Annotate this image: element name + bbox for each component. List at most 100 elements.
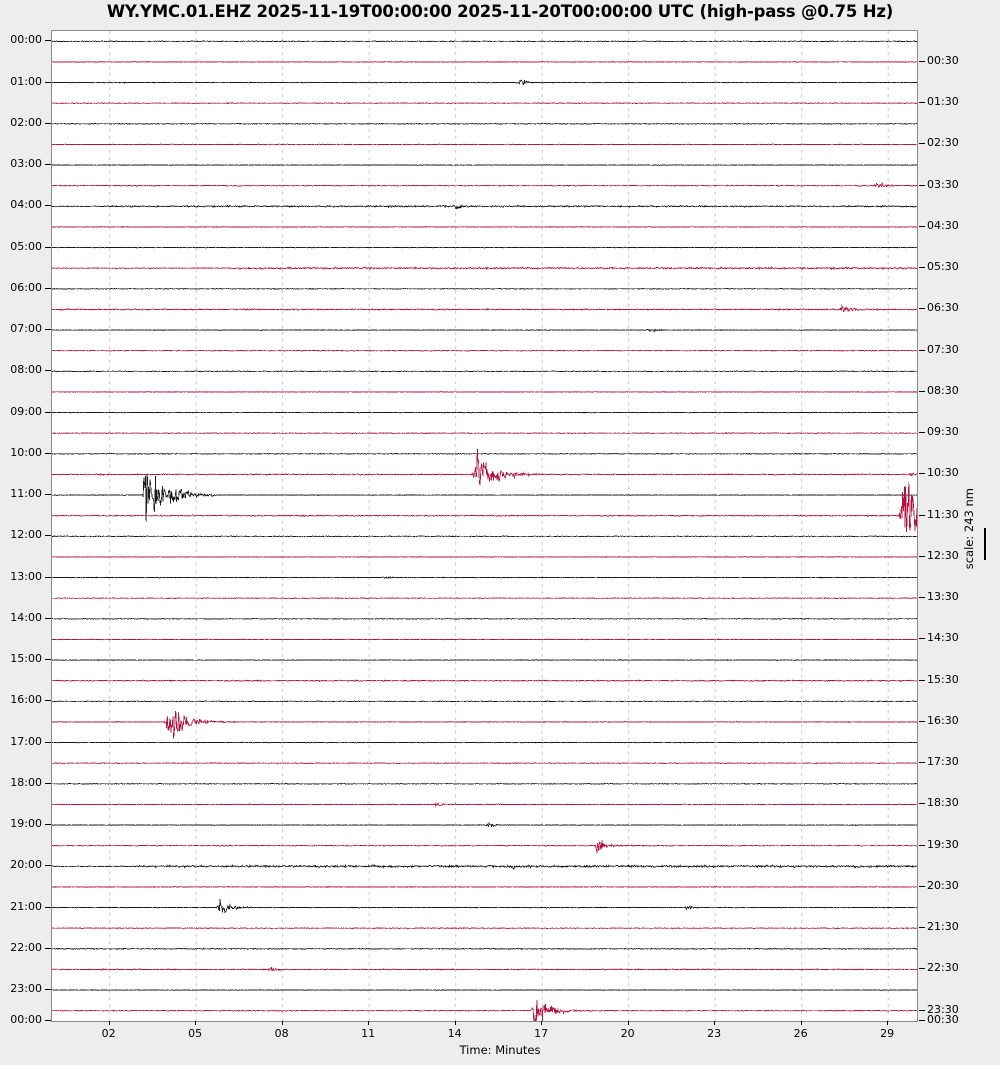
right-hour-label: 02:30 <box>927 136 959 150</box>
right-axis-tick <box>919 473 925 475</box>
seismic-trace <box>52 411 917 414</box>
seismic-trace <box>52 266 917 271</box>
right-axis-tick <box>919 597 925 599</box>
seismic-trace <box>52 999 917 1021</box>
right-hour-label: 16:30 <box>927 713 959 727</box>
x-axis-tick <box>454 1021 456 1025</box>
x-axis-tick <box>281 1021 283 1025</box>
seismic-trace <box>52 304 917 313</box>
right-axis-tick <box>919 927 925 929</box>
right-hour-label: 01:30 <box>927 95 959 109</box>
right-axis-tick <box>919 308 925 310</box>
seismic-trace <box>52 679 917 683</box>
seismic-trace <box>52 535 917 538</box>
seismic-trace <box>52 597 917 600</box>
right-axis-tick <box>919 143 925 145</box>
right-hour-label: 11:30 <box>927 507 959 521</box>
seismic-trace <box>52 711 917 739</box>
x-axis-tick-label: 29 <box>880 1027 895 1040</box>
seismogram-plot-area[interactable] <box>51 30 918 1022</box>
seismic-trace <box>52 143 917 146</box>
right-axis-tick <box>919 514 925 516</box>
seismic-trace <box>52 555 917 558</box>
seismic-trace <box>52 102 917 105</box>
x-axis-tick <box>887 1021 889 1025</box>
seismic-trace <box>52 60 917 63</box>
right-axis-tick <box>919 390 925 392</box>
right-hour-label: 20:30 <box>927 878 959 892</box>
right-hour-label: 05:30 <box>927 260 959 274</box>
right-hour-label: 13:30 <box>927 590 959 604</box>
seismic-trace <box>52 432 917 435</box>
right-hour-label: 22:30 <box>927 961 959 975</box>
left-hour-label: 00:00 <box>10 1013 42 1026</box>
x-axis-tick-label: 17 <box>534 1027 549 1040</box>
right-axis-tick <box>919 885 925 887</box>
seismic-trace <box>52 79 917 85</box>
seismic-trace <box>52 452 917 455</box>
left-axis-tick <box>45 205 51 207</box>
scale-bar-icon <box>984 528 986 560</box>
x-axis-tick <box>368 1021 370 1025</box>
left-axis-tick <box>45 1020 51 1021</box>
right-axis-tick <box>919 432 925 434</box>
seismic-trace <box>52 988 917 992</box>
seismic-trace <box>52 782 917 785</box>
x-axis-tick <box>714 1021 716 1025</box>
left-hour-label: 21:00 <box>10 899 42 913</box>
seismic-trace <box>52 576 917 580</box>
right-axis-tick <box>919 1020 925 1021</box>
x-axis-tick-label: 11 <box>361 1027 376 1040</box>
seismic-trace <box>52 966 917 972</box>
right-hour-label: 09:30 <box>927 425 959 439</box>
left-hour-label: 14:00 <box>10 610 42 624</box>
x-axis-tick-label: 26 <box>793 1027 808 1040</box>
left-hour-label: 15:00 <box>10 652 42 666</box>
right-hour-label: 14:30 <box>927 631 959 645</box>
seismic-trace <box>52 863 917 871</box>
right-axis-tick <box>919 1009 925 1011</box>
seismic-trace <box>52 762 917 765</box>
right-hour-label: 08:30 <box>927 383 959 397</box>
right-axis-tick <box>919 844 925 846</box>
right-axis-tick <box>919 638 925 640</box>
left-hour-label: 20:00 <box>10 858 42 872</box>
seismic-trace <box>52 638 917 641</box>
seismic-trace <box>52 225 917 228</box>
x-axis-tick-label: 08 <box>274 1027 289 1040</box>
right-hour-label: 18:30 <box>927 796 959 810</box>
left-hour-label: 18:00 <box>10 775 42 789</box>
right-hour-label: 15:30 <box>927 672 959 686</box>
right-hour-label: 00:30 <box>927 1013 959 1026</box>
left-axis-tick <box>45 741 51 743</box>
right-hour-label: 06:30 <box>927 301 959 315</box>
seismic-trace <box>52 328 917 333</box>
seismic-trace <box>52 947 917 950</box>
right-axis-tick <box>919 102 925 104</box>
x-axis-tick <box>800 1021 802 1025</box>
right-axis-tick <box>919 968 925 970</box>
amplitude-scale-legend: scale: 243 nm <box>962 488 996 598</box>
seismic-trace <box>52 40 917 43</box>
left-axis-tick <box>45 40 51 42</box>
left-axis-tick <box>45 411 51 413</box>
left-axis-tick <box>45 865 51 867</box>
x-axis-tick <box>627 1021 629 1025</box>
left-hour-label: 09:00 <box>10 404 42 418</box>
x-axis-tick-label: 23 <box>707 1027 722 1040</box>
page-title: WY.YMC.01.EHZ 2025-11-19T00:00:00 2025-1… <box>106 2 894 21</box>
left-axis-tick <box>45 576 51 578</box>
left-axis-tick <box>45 452 51 454</box>
left-axis-tick <box>45 700 51 702</box>
seismic-trace <box>52 741 917 744</box>
left-hour-label: 12:00 <box>10 528 42 542</box>
right-hour-label: 10:30 <box>927 466 959 480</box>
seismic-trace <box>52 448 917 486</box>
x-axis-tick-label: 14 <box>447 1027 462 1040</box>
seismic-trace <box>52 204 917 210</box>
right-hour-label: 19:30 <box>927 837 959 851</box>
left-hour-label: 06:00 <box>10 280 42 294</box>
seismic-trace <box>52 370 917 373</box>
right-axis-tick <box>919 184 925 186</box>
